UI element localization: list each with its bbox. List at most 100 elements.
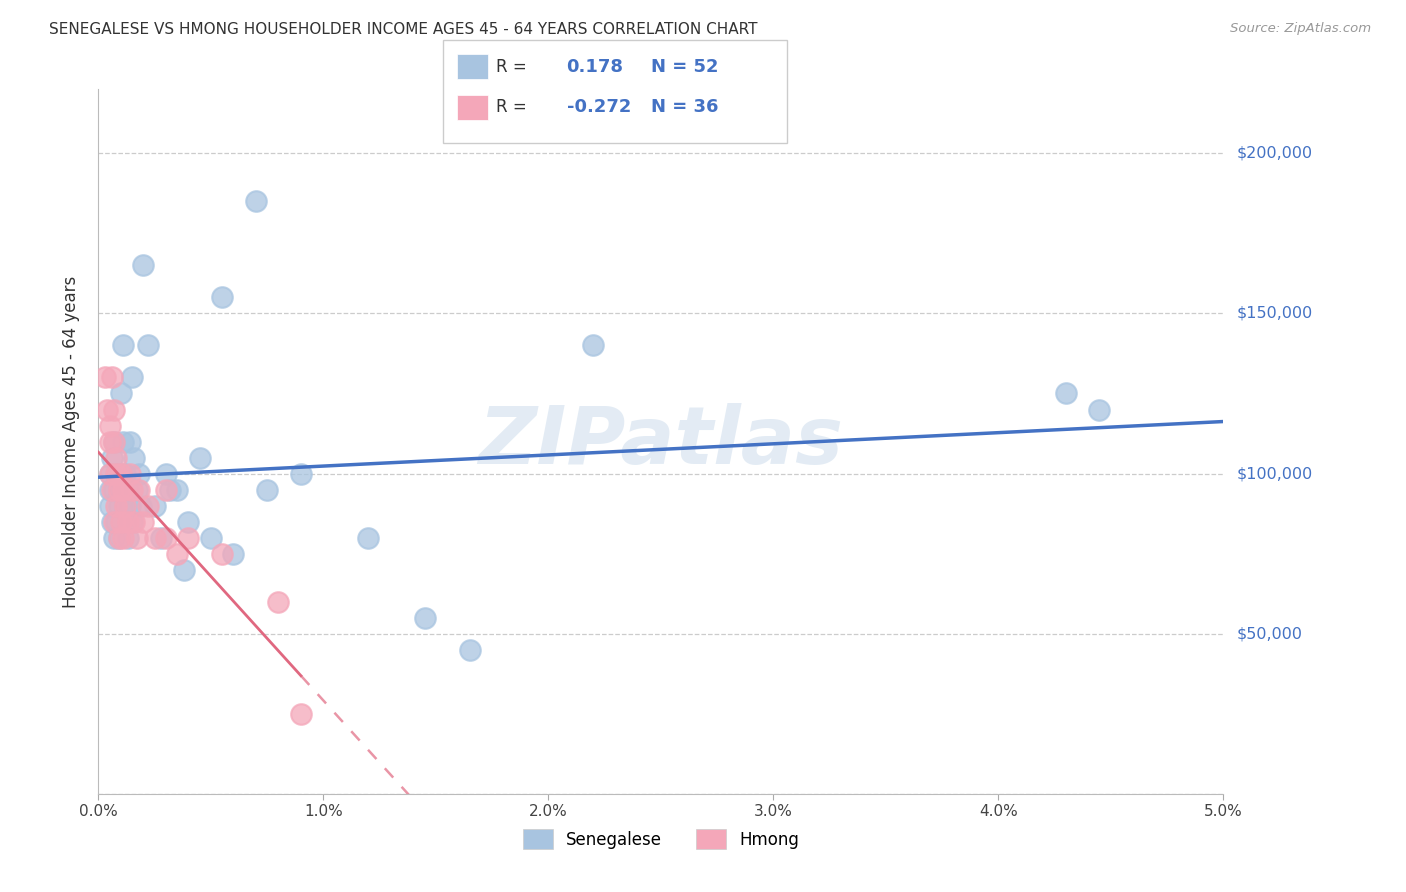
Text: R =: R = xyxy=(496,98,527,116)
Point xyxy=(98,434,121,449)
Point xyxy=(98,483,121,497)
Point xyxy=(155,483,177,497)
Point xyxy=(117,531,139,545)
Text: ZIPatlas: ZIPatlas xyxy=(478,402,844,481)
Point xyxy=(101,370,124,384)
Point xyxy=(159,483,181,497)
Point xyxy=(110,467,132,481)
Point xyxy=(121,515,143,529)
Y-axis label: Householder Income Ages 45 - 64 years: Householder Income Ages 45 - 64 years xyxy=(62,276,80,607)
Point xyxy=(118,434,141,449)
Text: N = 52: N = 52 xyxy=(651,58,718,76)
Point xyxy=(211,547,233,561)
Point xyxy=(103,515,125,529)
Point xyxy=(121,370,143,384)
Text: $100,000: $100,000 xyxy=(1237,467,1313,481)
Point xyxy=(114,499,136,513)
Point xyxy=(105,515,128,529)
Point xyxy=(173,563,195,577)
Point xyxy=(357,531,380,545)
Point xyxy=(118,467,141,481)
Point xyxy=(166,483,188,497)
Point xyxy=(1054,386,1077,401)
Point xyxy=(143,499,166,513)
Point xyxy=(107,483,129,497)
Text: $200,000: $200,000 xyxy=(1237,145,1313,161)
Point xyxy=(107,483,129,497)
Point xyxy=(124,515,146,529)
Point xyxy=(200,531,222,545)
Point xyxy=(107,499,129,513)
Text: -0.272: -0.272 xyxy=(567,98,631,116)
Point xyxy=(267,595,290,609)
Point xyxy=(211,290,233,304)
Text: N = 36: N = 36 xyxy=(651,98,718,116)
Point xyxy=(101,515,124,529)
Point xyxy=(112,338,135,352)
Point xyxy=(117,483,139,497)
Point xyxy=(136,338,159,352)
Text: Source: ZipAtlas.com: Source: ZipAtlas.com xyxy=(1230,22,1371,36)
Point xyxy=(155,531,177,545)
Point xyxy=(245,194,267,209)
Text: R =: R = xyxy=(496,58,527,76)
Text: $150,000: $150,000 xyxy=(1237,306,1313,321)
Point xyxy=(458,642,481,657)
Point xyxy=(103,402,125,417)
Point xyxy=(103,434,125,449)
Point xyxy=(105,499,128,513)
Point xyxy=(114,499,136,513)
Point xyxy=(129,499,152,513)
Text: 0.178: 0.178 xyxy=(567,58,624,76)
Point xyxy=(103,434,125,449)
Point xyxy=(290,467,312,481)
Text: SENEGALESE VS HMONG HOUSEHOLDER INCOME AGES 45 - 64 YEARS CORRELATION CHART: SENEGALESE VS HMONG HOUSEHOLDER INCOME A… xyxy=(49,22,758,37)
Text: $50,000: $50,000 xyxy=(1237,626,1303,641)
Legend: Senegalese, Hmong: Senegalese, Hmong xyxy=(516,822,806,856)
Point xyxy=(98,467,121,481)
Point xyxy=(222,547,245,561)
Point xyxy=(103,531,125,545)
Point xyxy=(150,531,173,545)
Point xyxy=(112,531,135,545)
Point xyxy=(128,467,150,481)
Point xyxy=(256,483,278,497)
Point xyxy=(1088,402,1111,417)
Point xyxy=(166,547,188,561)
Point xyxy=(290,706,312,721)
Point xyxy=(96,402,118,417)
Point xyxy=(105,467,128,481)
Point xyxy=(98,418,121,433)
Point xyxy=(112,434,135,449)
Point xyxy=(132,515,155,529)
Point xyxy=(110,467,132,481)
Point xyxy=(132,259,155,273)
Point xyxy=(101,483,124,497)
Point xyxy=(110,515,132,529)
Point xyxy=(112,483,135,497)
Point xyxy=(107,531,129,545)
Point xyxy=(128,483,150,497)
Point xyxy=(143,531,166,545)
Point xyxy=(136,499,159,513)
Point xyxy=(94,370,117,384)
Point xyxy=(121,483,143,497)
Point xyxy=(155,467,177,481)
Point xyxy=(582,338,605,352)
Point xyxy=(110,386,132,401)
Point xyxy=(118,499,141,513)
Point xyxy=(188,450,211,465)
Point xyxy=(125,483,148,497)
Point xyxy=(101,450,124,465)
Point xyxy=(125,531,148,545)
Point xyxy=(105,450,128,465)
Point xyxy=(177,531,200,545)
Point xyxy=(98,499,121,513)
Point xyxy=(177,515,200,529)
Point xyxy=(124,450,146,465)
Point xyxy=(107,531,129,545)
Point xyxy=(103,483,125,497)
Point xyxy=(117,515,139,529)
Point xyxy=(105,467,128,481)
Point xyxy=(110,483,132,497)
